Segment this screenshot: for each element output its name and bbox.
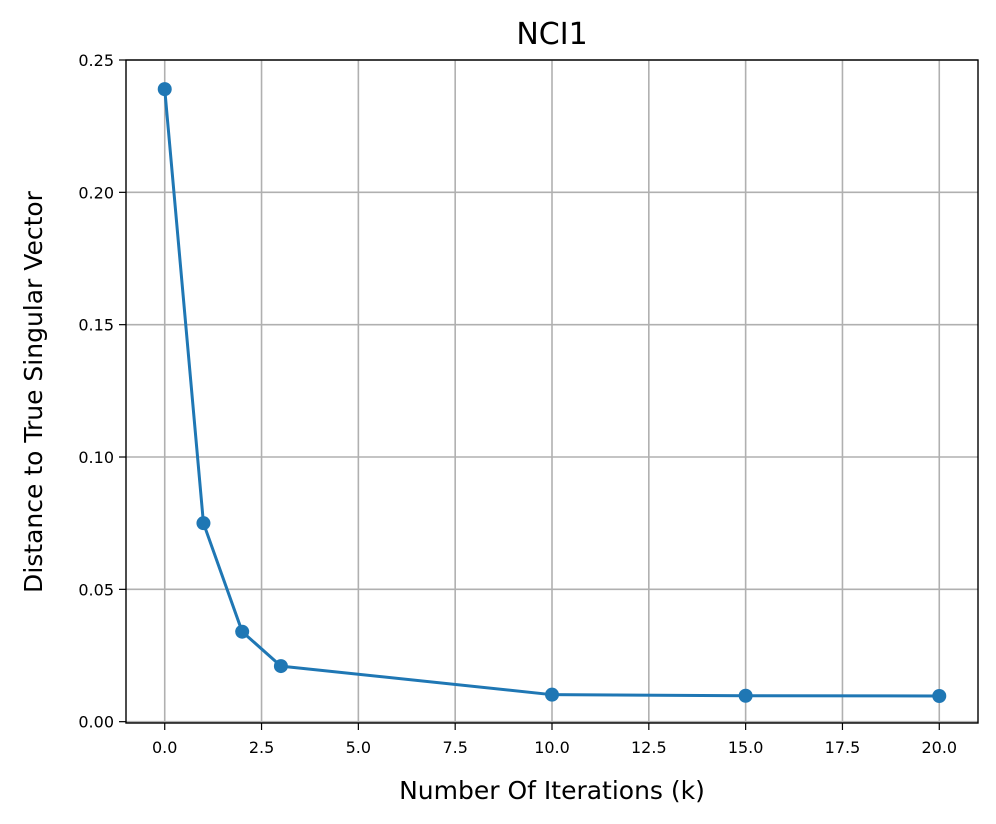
x-tick-label: 7.5 xyxy=(442,738,467,757)
data-point xyxy=(932,689,947,704)
x-tick-label: 12.5 xyxy=(631,738,667,757)
x-tick-label: 15.0 xyxy=(728,738,764,757)
series-layer xyxy=(157,82,947,704)
y-tick-label: 0.20 xyxy=(78,183,114,202)
data-point xyxy=(235,624,250,639)
x-tick-label: 5.0 xyxy=(346,738,371,757)
x-tick-label: 10.0 xyxy=(534,738,570,757)
data-point xyxy=(545,687,559,702)
y-tick-label: 0.25 xyxy=(78,51,114,70)
x-tick-label: 0.0 xyxy=(152,738,177,757)
y-axis: 0.00 0.05 0.10 0.15 0.20 0.25 xyxy=(78,51,126,732)
grid xyxy=(126,59,978,723)
data-point xyxy=(196,516,211,531)
data-point xyxy=(157,82,172,97)
y-tick-label: 0.10 xyxy=(78,448,114,467)
y-tick-label: 0.05 xyxy=(78,580,114,599)
y-tick-label: 0.15 xyxy=(78,316,114,335)
x-axis-title: Number Of Iterations (k) xyxy=(399,776,705,805)
x-tick-label: 17.5 xyxy=(825,738,861,757)
y-tick-label: 0.00 xyxy=(78,713,114,732)
x-axis: 0.0 2.5 5.0 7.5 10.0 12.5 15.0 17.5 20.0 xyxy=(152,723,957,757)
data-point xyxy=(273,659,288,674)
y-axis-title: Distance to True Singular Vector xyxy=(19,190,48,593)
data-point xyxy=(738,688,753,703)
chart-title: NCI1 xyxy=(516,17,587,52)
x-tick-label: 20.0 xyxy=(921,738,957,757)
x-tick-label: 2.5 xyxy=(249,738,274,757)
